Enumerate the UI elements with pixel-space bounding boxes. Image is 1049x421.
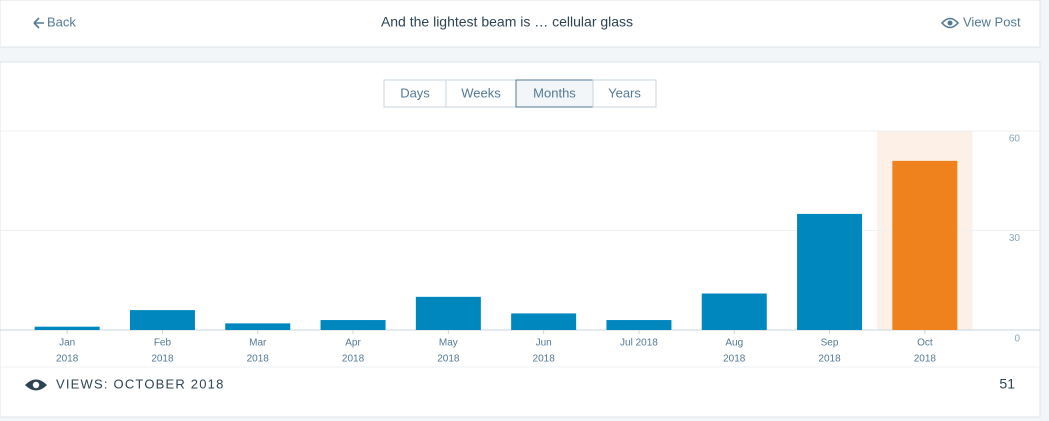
x-tick-label: 2018 [723, 354, 746, 365]
bar[interactable] [701, 293, 767, 330]
x-tick-label: Jul 2018 [620, 338, 658, 349]
views-icon-pupil [32, 381, 40, 389]
x-tick-label: 2018 [247, 354, 270, 365]
x-tick-label: Jan [59, 338, 75, 349]
bar[interactable] [129, 310, 195, 330]
x-tick-label: Jun [536, 338, 552, 349]
x-tick-label: Apr [345, 338, 361, 349]
x-tick-label: Sep [821, 338, 839, 349]
views-label: VIEWS: OCTOBER 2018 [56, 376, 225, 391]
x-tick-label: 2018 [818, 354, 841, 365]
chart-card [0, 61, 1041, 418]
post-title: And the lightest beam is … cellular glas… [381, 14, 633, 30]
views-value: 51 [999, 376, 1015, 392]
bar[interactable] [34, 326, 100, 330]
tab[interactable] [445, 79, 517, 108]
x-tick-label: Oct [917, 338, 933, 349]
bar[interactable] [797, 213, 863, 330]
x-tick-label: Feb [154, 338, 172, 349]
tab[interactable] [592, 79, 657, 108]
x-tick-label: 2018 [437, 354, 460, 365]
x-tick-label: 2018 [342, 354, 365, 365]
tab[interactable] [515, 79, 594, 108]
x-tick-label: Aug [725, 338, 743, 349]
tab-label[interactable]: Weeks [461, 85, 501, 100]
bar[interactable] [892, 160, 958, 330]
bar[interactable] [225, 323, 291, 330]
back-icon[interactable] [33, 17, 44, 29]
x-tick-label: 2018 [914, 354, 937, 365]
header-card [0, 0, 1041, 48]
tab-label[interactable]: Years [608, 85, 641, 100]
bar[interactable] [415, 296, 481, 330]
tab-label[interactable]: Days [400, 85, 430, 100]
x-tick-label: 2018 [533, 354, 556, 365]
x-tick-label: May [439, 338, 458, 349]
bar[interactable] [606, 320, 672, 330]
view-icon[interactable] [940, 17, 960, 29]
x-tick-label: 2018 [151, 354, 174, 365]
y-tick-label: 30 [1009, 233, 1021, 244]
view-post-link[interactable]: View Post [963, 14, 1021, 29]
y-tick-label: 0 [1014, 334, 1020, 345]
bar[interactable] [511, 313, 577, 330]
tab-label[interactable]: Months [533, 85, 576, 100]
tab[interactable] [383, 79, 447, 108]
view-icon-pupil [947, 20, 953, 26]
bar[interactable] [320, 320, 386, 330]
x-tick-label: Mar [249, 338, 267, 349]
x-tick-label: 2018 [56, 354, 79, 365]
back-link[interactable]: Back [47, 14, 76, 29]
y-tick-label: 60 [1009, 134, 1021, 145]
